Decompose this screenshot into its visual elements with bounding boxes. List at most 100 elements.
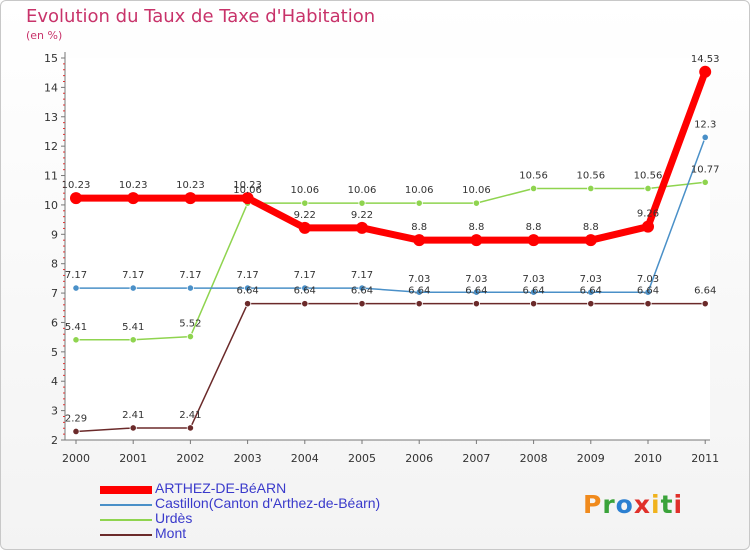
y-tick-label: 10 [44,199,58,212]
data-label: 2.29 [65,413,87,424]
data-point [415,300,423,308]
y-tick-label: 3 [51,405,58,418]
x-tick-label: 2000 [62,452,90,465]
data-label: 7.17 [179,270,201,281]
y-tick-label: 4 [51,375,58,388]
data-label: 7.03 [408,274,430,285]
legend-item: Mont [100,525,480,542]
data-point [298,221,311,234]
x-tick-label: 2004 [291,452,319,465]
legend-item: Urdès [100,510,480,527]
chart-title: Evolution du Taux de Taxe d'Habitation [26,6,376,27]
data-point [472,199,480,207]
data-point [701,178,709,186]
data-point [301,199,309,207]
data-label: 12.3 [694,119,716,130]
legend-label: Urdès [155,510,193,526]
logo-letter: P [583,490,603,519]
y-tick-label: 2 [51,434,58,447]
data-point [129,424,137,432]
y-tick-label: 12 [44,140,58,153]
data-label: 5.52 [179,319,201,330]
logo-letter: i [651,490,661,519]
y-tick-label: 13 [44,111,58,124]
y-tick-label: 14 [44,81,58,94]
chart-unit-label: (en %) [26,29,63,42]
legend-swatch [100,519,152,521]
data-point [72,284,80,292]
data-point [356,221,368,234]
data-label: 6.64 [351,286,373,297]
data-point [529,184,538,193]
data-label: 6.64 [580,286,602,297]
logo-letter: t [660,490,674,519]
data-point [358,199,366,207]
y-tick-label: 11 [44,170,58,183]
data-point [72,427,80,436]
series-line-1 [75,136,706,293]
data-point [413,234,426,247]
x-tick-label: 2002 [176,452,204,465]
data-label: 7.03 [465,274,487,285]
data-label: 10.77 [691,164,720,175]
data-label: 6.64 [465,286,487,297]
data-label: 7.17 [122,270,144,281]
data-label: 6.64 [522,286,544,297]
data-point [701,133,709,141]
data-label: 7.17 [236,270,258,281]
data-point [472,300,480,308]
data-label: 2.41 [179,410,201,421]
plot-area [65,58,710,440]
logo-letter: x [633,490,651,519]
legend-swatch [100,504,152,506]
data-point [644,300,652,308]
data-label: 10.23 [233,180,262,191]
legend-label: ARTHEZ-DE-BéARN [155,480,287,496]
x-tick-label: 2011 [691,452,719,465]
data-label: 7.03 [522,274,544,285]
data-label: 10.06 [462,185,491,196]
data-label: 10.56 [634,170,663,181]
y-tick-label: 15 [44,52,58,65]
y-tick-label: 8 [51,258,58,271]
data-point [415,288,423,296]
data-point [529,300,538,308]
data-point [129,336,137,344]
data-point [644,288,652,296]
series-line-0 [72,68,709,244]
data-label: 8.8 [526,222,542,233]
line-chart: 2 3 4 5 6 7 8 9 10 11 12 13 14 15 2000 2001 2002 2003 2004… [44,52,720,465]
data-point [699,65,712,78]
data-label: 6.64 [694,286,716,297]
data-label: 10.23 [62,180,91,191]
data-point [72,336,80,344]
data-point [241,192,254,205]
x-tick-label: 2007 [462,452,490,465]
data-point [587,288,595,296]
data-point [529,288,538,296]
data-label: 2.41 [122,410,144,421]
data-label: 6.64 [294,286,316,297]
data-point [244,284,252,292]
data-label: 7.17 [351,270,373,281]
data-point [701,300,709,308]
data-point [587,184,595,193]
data-point [527,234,540,247]
proxiti-logo: Proxiti [583,490,683,519]
data-label: 10.23 [119,180,148,191]
data-point [584,234,597,247]
legend-item: ARTHEZ-DE-BéARN [100,480,480,497]
series-line-2 [75,181,706,341]
y-tick-label: 7 [51,287,58,300]
data-point [186,332,194,341]
data-label: 6.64 [236,286,258,297]
data-label: 14.53 [691,54,720,65]
data-label: 10.06 [348,185,377,196]
data-point [644,184,652,193]
data-label: 10.56 [519,170,548,181]
data-label: 10.06 [233,185,262,196]
series-line-3 [75,302,706,433]
legend-item: Castillon(Canton d'Arthez-de-Béarn) [100,495,480,512]
x-tick-label: 2010 [634,452,662,465]
data-point [415,199,423,207]
